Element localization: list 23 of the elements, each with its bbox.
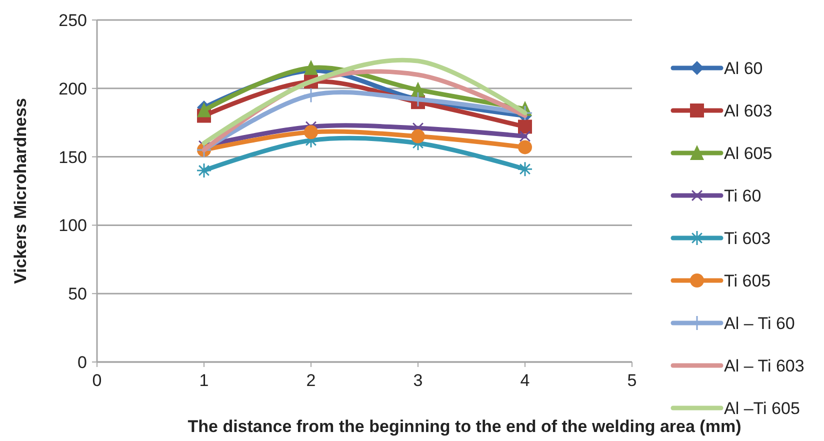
legend-label: Ti 605 [724, 271, 771, 290]
legend-label: Ti 60 [724, 186, 762, 206]
x-tick-label: 2 [306, 371, 316, 390]
legend-label: Al – Ti 603 [724, 356, 804, 376]
x-tick-label: 0 [92, 371, 102, 390]
x-axis-title: The distance from the beginning to the end of the welding area (mm) [188, 417, 742, 436]
legend-label: Al 605 [724, 144, 772, 163]
y-axis-title: Vickers Microhardness [11, 98, 30, 284]
legend-label: Ti 603 [724, 228, 771, 248]
x-tick-label: 4 [520, 371, 530, 390]
legend-label: Al 60 [724, 58, 763, 78]
y-tick-label: 250 [58, 10, 87, 30]
legend-label: Al –Ti 605 [724, 398, 800, 418]
legend-label: Al 603 [724, 101, 772, 120]
y-tick-label: 150 [58, 148, 87, 167]
legend-label: Al – Ti 60 [724, 314, 795, 333]
y-tick-label: 200 [58, 79, 87, 98]
x-tick-label: 1 [199, 371, 209, 390]
y-tick-label: 0 [78, 352, 87, 372]
x-tick-label: 3 [413, 371, 423, 390]
x-tick-label: 5 [627, 371, 637, 390]
y-tick-label: 100 [58, 216, 87, 236]
y-tick-label: 50 [68, 284, 87, 304]
